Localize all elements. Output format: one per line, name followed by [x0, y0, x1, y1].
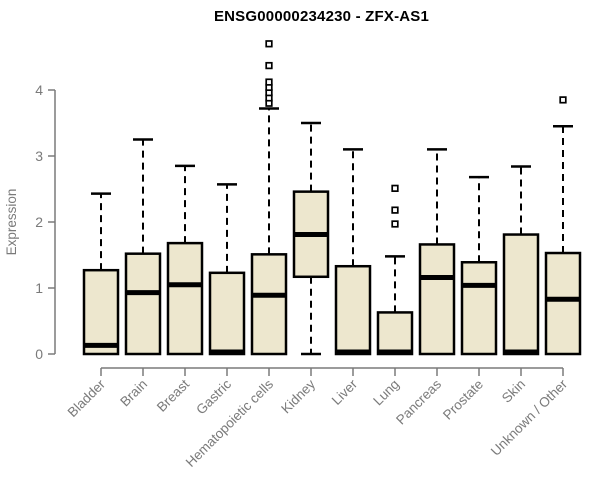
box-kidney	[292, 121, 330, 356]
x-tick-label: Pancreas	[393, 376, 444, 427]
iqr-box	[502, 233, 540, 356]
box-breast	[166, 164, 204, 356]
box-hematopoietic-cells	[250, 40, 288, 356]
iqr-box	[208, 271, 246, 356]
x-tick-label: Lung	[370, 377, 402, 409]
box-liver	[334, 148, 372, 356]
x-tick-label: Skin	[499, 377, 528, 406]
chart-title: ENSG00000234230 - ZFX-AS1	[213, 8, 430, 25]
box-lung	[376, 184, 414, 356]
iqr-box	[82, 268, 120, 356]
outlier-point	[265, 40, 273, 48]
box-gastric	[208, 183, 246, 356]
iqr-box	[460, 261, 498, 356]
x-tick-label: Unknown / Other	[488, 376, 571, 459]
iqr-box	[124, 252, 162, 356]
iqr-box	[544, 251, 582, 356]
x-tick-label: Kidney	[278, 376, 318, 416]
iqr-box	[376, 311, 414, 356]
outlier-point	[391, 184, 399, 192]
y-tick-label: 3	[35, 148, 43, 164]
outlier-point	[391, 220, 399, 228]
box-brain	[124, 138, 162, 356]
x-tick-label: Prostate	[440, 377, 486, 423]
y-tick-label: 1	[35, 280, 43, 296]
y-tick-label: 4	[35, 82, 43, 98]
x-tick-label: Breast	[154, 376, 192, 414]
x-tick-label: Gastric	[193, 376, 234, 417]
box-skin	[502, 165, 540, 356]
outlier-point	[265, 61, 273, 70]
x-tick-label: Liver	[329, 376, 361, 408]
iqr-box	[250, 253, 288, 356]
iqr-box	[334, 264, 372, 356]
outlier-point	[265, 78, 273, 86]
y-tick-label: 2	[35, 214, 43, 230]
box-bladder	[82, 192, 120, 356]
x-tick-label: Bladder	[65, 376, 109, 420]
box-pancreas	[418, 148, 456, 356]
box-prostate	[460, 175, 498, 356]
y-tick-label: 0	[35, 346, 43, 362]
iqr-box	[166, 241, 204, 356]
x-tick-label: Brain	[117, 377, 150, 410]
outlier-point	[391, 206, 399, 214]
outlier-point	[559, 96, 567, 104]
box-unknown-other	[544, 96, 582, 356]
iqr-box	[418, 243, 456, 356]
